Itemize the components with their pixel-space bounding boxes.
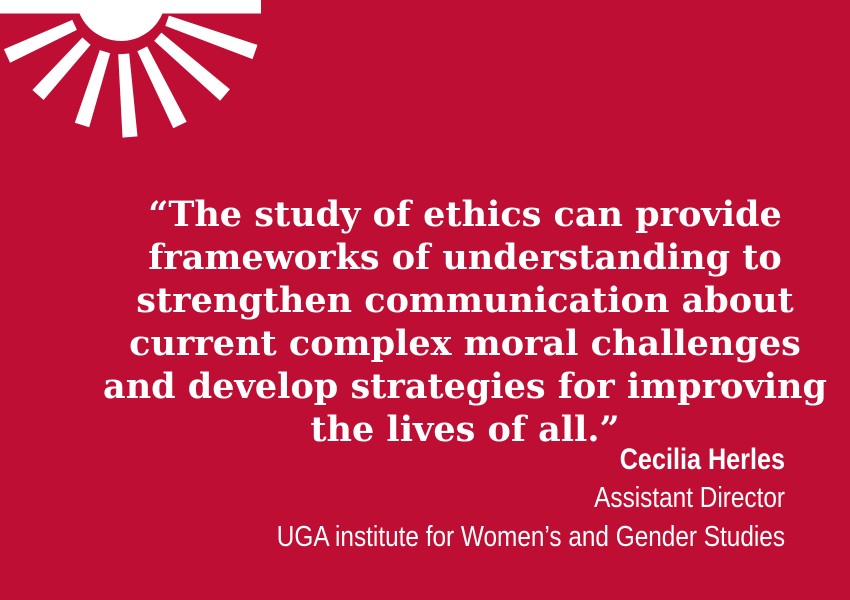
quote-line: frameworks of understanding to (148, 237, 782, 278)
attribution-organization: UGA institute for Women’s and Gender Stu… (276, 521, 785, 553)
sunburst-ray (154, 32, 230, 101)
sunburst-icon (0, 0, 270, 150)
quote-line: the lives of all.” (310, 409, 620, 450)
quote-line: strengthen communication about (136, 280, 794, 321)
sunburst-center (76, 0, 166, 41)
quote-line: current complex moral challenges (129, 323, 801, 364)
sunburst-ray (118, 53, 138, 138)
attribution-name: Cecilia Herles (619, 443, 785, 476)
sunburst-ray (3, 19, 77, 63)
quote-line: “The study of ethics can provide (148, 194, 782, 235)
sunburst-ray (165, 15, 258, 60)
sunburst-ray (32, 37, 91, 100)
quote-line: and develop strategies for improving (103, 366, 827, 407)
attribution-title: Assistant Director (594, 482, 785, 514)
quote-text: “The study of ethics can provide framewo… (40, 193, 850, 451)
attribution-block: Cecilia Herles Assistant Director UGA in… (180, 440, 785, 557)
sunburst-ray (74, 50, 111, 128)
sunburst-ray (137, 46, 187, 129)
